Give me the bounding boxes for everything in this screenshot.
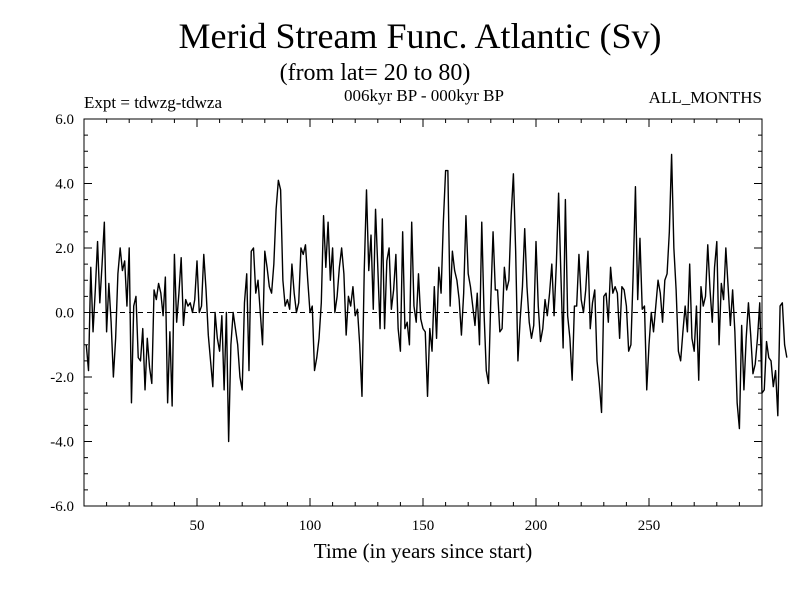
- y-tick-label: 4.0: [55, 177, 74, 193]
- y-tick-label: 6.0: [55, 112, 74, 128]
- chart-subtitle: (from lat= 20 to 80): [280, 60, 471, 86]
- y-tick-label: 0.0: [55, 306, 74, 322]
- y-tick-label: -6.0: [50, 499, 74, 515]
- x-tick-label: 200: [525, 518, 548, 534]
- chart-title: Merid Stream Func. Atlantic (Sv): [179, 16, 662, 56]
- y-tick-label: -2.0: [50, 370, 74, 386]
- series-line: [85, 153, 788, 443]
- x-axis: 50 100 150 200 250: [106, 119, 740, 534]
- x-tick-label: 100: [299, 518, 322, 534]
- y-tick-label: -4.0: [50, 435, 74, 451]
- y-axis: -6.0 -4.0 -2.0 0.0 2.0 4.0 6.0: [50, 112, 762, 515]
- y-tick-label: 2.0: [55, 241, 74, 257]
- x-tick-label: 150: [412, 518, 435, 534]
- x-axis-label: Time (in years since start): [314, 539, 533, 563]
- months-label: ALL_MONTHS: [649, 88, 762, 107]
- period-label: 006kyr BP - 000kyr BP: [344, 86, 504, 105]
- x-tick-label: 250: [638, 518, 661, 534]
- x-tick-label: 50: [190, 518, 205, 534]
- experiment-label: Expt = tdwzg-tdwza: [84, 93, 222, 112]
